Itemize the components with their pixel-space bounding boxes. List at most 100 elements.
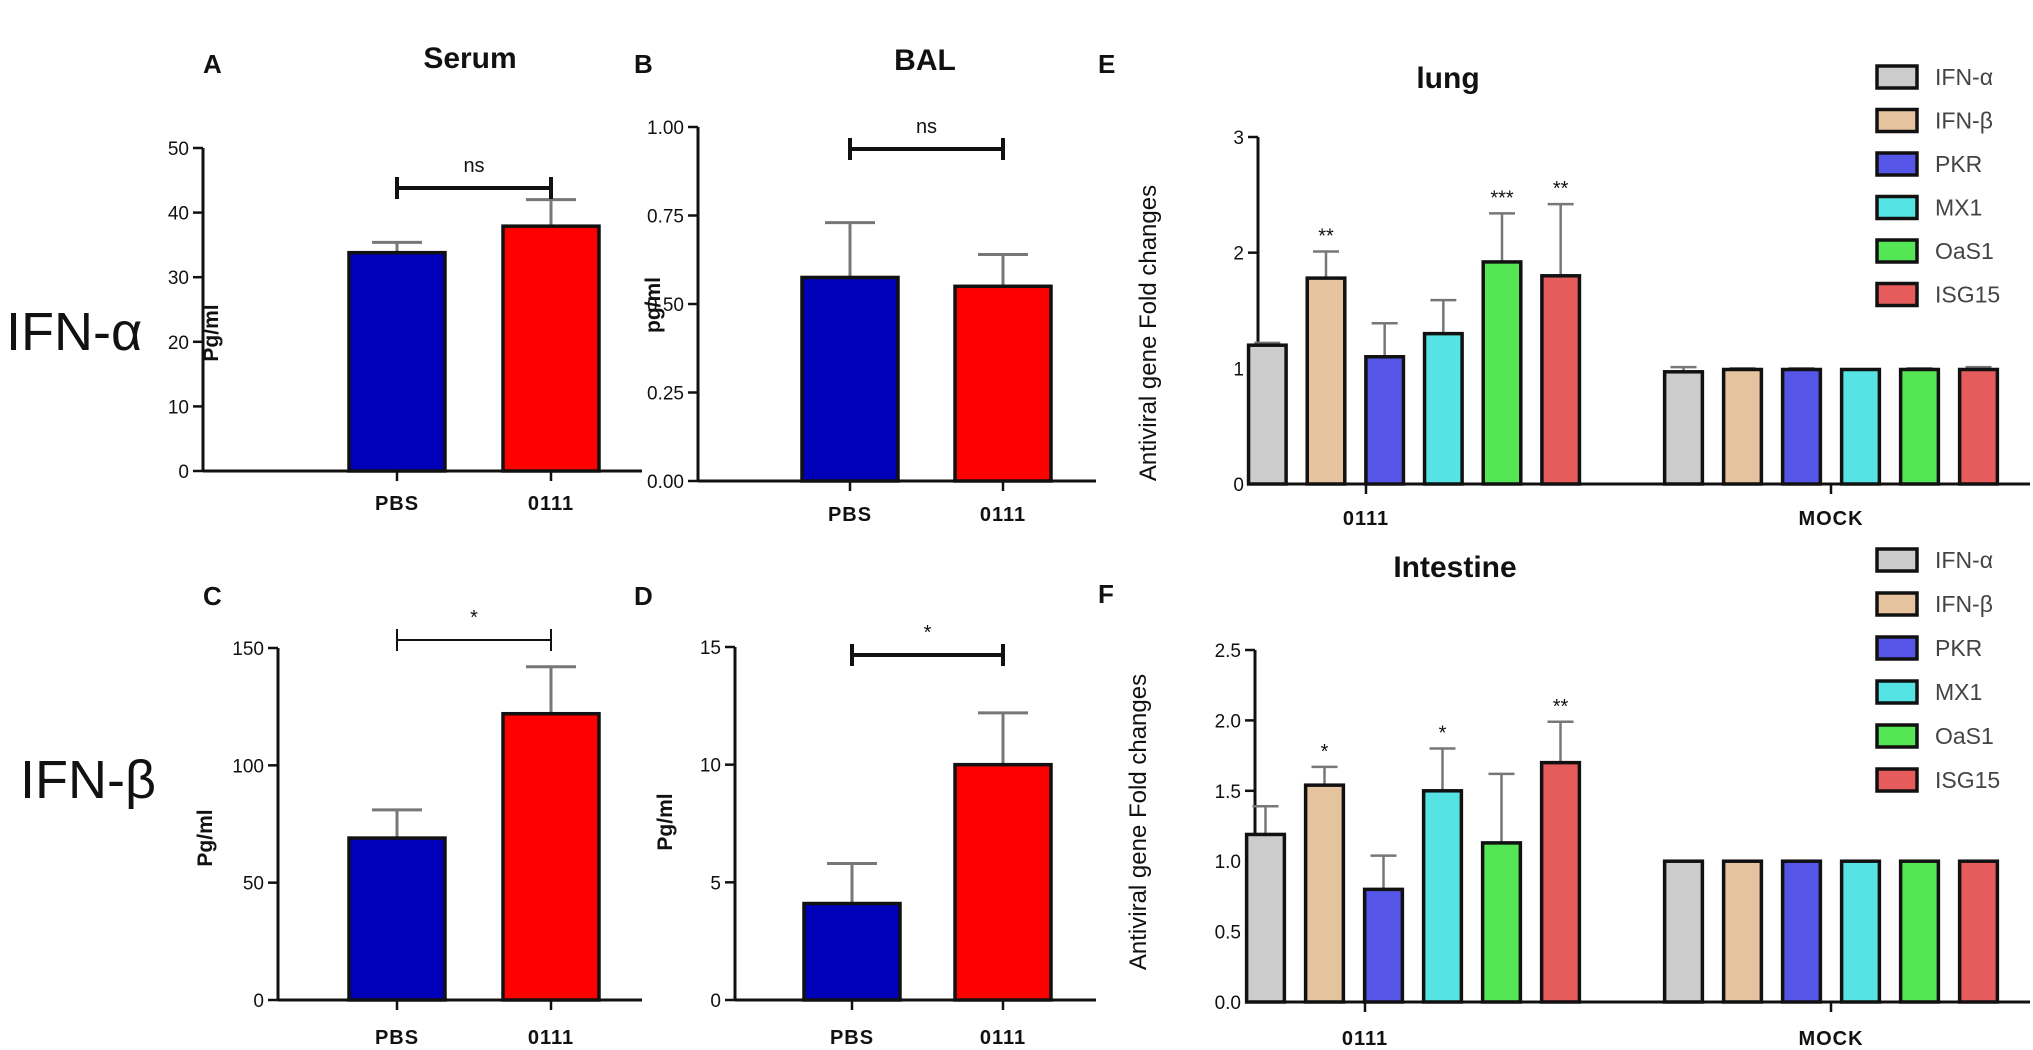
chart-e-y-tick-label: 0 [1233,475,1244,496]
chart-a-bar-pbs [347,250,447,473]
chart-c-panel-letter: C [203,581,222,611]
chart-c-x-tick-label: PBS [375,1027,419,1049]
chart-d-significance-label: * [924,622,932,644]
chart-a-y-tick-label: 20 [168,333,189,354]
chart-e-legend-label: OaS1 [1935,238,1994,264]
chart-d-panel-letter: D [634,581,653,611]
chart-e-legend-swatch [1875,281,1919,308]
chart-f-x-tick-label: MOCK [1798,1028,1863,1050]
chart-f-significance-label: * [1321,741,1329,763]
chart-e-bar-0111-3 [1422,331,1464,486]
chart-e-legend-swatch [1875,238,1919,264]
chart-e-legend-swatch [1875,151,1919,177]
chart-f-bar-mock-0 [1662,859,1705,1004]
chart-d-y-tick-label: 5 [710,873,721,894]
chart-e-legend-swatch [1875,107,1919,134]
chart-c: C Pg/ml 0 50 100 150 PBS 0111 * [194,581,642,1049]
chart-c-y-tick-label: 0 [253,991,264,1012]
chart-e-y-tick-label: 3 [1233,128,1244,149]
chart-d-x-tick-label: PBS [830,1027,874,1049]
chart-f-title: Intestine [1393,551,1516,584]
chart-e-bar-0111-1 [1305,276,1347,486]
chart-a-y-tick-label: 0 [178,462,189,483]
chart-e-bar-0111-5 [1540,274,1582,486]
chart-e-title: lung [1416,62,1479,95]
chart-e-bar-0111-4 [1481,260,1523,486]
chart-c-bar-0111 [501,711,601,1002]
chart-b-title: BAL [894,44,956,77]
chart-a: A Serum Pg/ml 0 10 20 30 40 50 PBS 0111 ns [168,42,642,515]
chart-a-panel-letter: A [203,49,222,79]
chart-e-significance-label: ** [1318,226,1334,248]
chart-a-y-axis-label: Pg/ml [200,304,223,361]
chart-f: F Intestine Antiviral gene Fold changes 0.0… [1098,547,2030,1050]
chart-e-bar-mock-5 [1957,367,2000,486]
chart-d: D Pg/ml 0 5 10 15 PBS 0111 * [634,581,1096,1049]
chart-c-y-tick-label: 100 [232,756,264,777]
chart-e-bar-mock-2 [1780,367,1823,486]
chart-f-bar-0111-1 [1303,783,1346,1004]
chart-e-bar-mock-1 [1721,367,1764,486]
chart-e-legend-label: IFN-β [1935,108,1993,134]
chart-d-y-tick-label: 0 [710,991,721,1012]
chart-e-y-tick-label: 1 [1233,359,1244,380]
chart-f-legend-label: MX1 [1935,679,1982,705]
chart-d-y-tick-label: 15 [700,638,721,659]
chart-f-panel-letter: F [1098,579,1114,609]
chart-c-bar-pbs [347,836,447,1002]
chart-f-legend-swatch [1875,591,1919,617]
chart-a-bar-0111 [501,224,601,473]
chart-e-legend-label: MX1 [1935,195,1982,221]
chart-b-significance-label: ns [916,116,937,138]
chart-e-significance-label: *** [1490,187,1514,209]
chart-e-bar-0111-2 [1364,355,1406,486]
chart-b-y-axis-label: pg/ml [642,277,665,333]
chart-c-x-tick-label: 0111 [528,1027,574,1049]
chart-c-significance-label: * [470,607,478,629]
chart-b-y-tick-label: 0.00 [647,472,684,493]
chart-f-significance-label: ** [1553,696,1569,718]
chart-e-y-axis-label: Antiviral gene Fold changes [1135,185,1162,481]
chart-b-panel-letter: B [634,49,653,79]
chart-e-legend-label: IFN-α [1935,64,1993,90]
row-label-ifn-alpha: IFN-α [6,302,142,362]
chart-d-bar-0111 [953,762,1053,1002]
chart-f-y-tick-label: 0.0 [1215,993,1241,1014]
chart-f-y-tick-label: 1.5 [1215,782,1241,803]
chart-f-bar-0111-2 [1362,887,1405,1004]
chart-a-x-tick-label: 0111 [528,493,574,515]
chart-b-y-tick-label: 1.00 [647,118,684,139]
chart-f-y-tick-label: 1.0 [1215,852,1241,873]
chart-f-legend-label: ISG15 [1935,767,2000,793]
chart-f-x-tick-label: 0111 [1342,1028,1388,1050]
chart-c-y-tick-label: 150 [232,639,264,660]
chart-e-y-tick-label: 2 [1233,244,1244,265]
chart-f-bar-0111-5 [1539,760,1582,1004]
chart-f-bar-mock-3 [1839,859,1882,1004]
chart-b: B BAL pg/ml 0.00 0.25 0.50 0.75 1.00 PBS 0111 ns [634,44,1096,526]
chart-b-y-tick-label: 0.25 [647,384,684,405]
chart-b-x-tick-label: 0111 [980,504,1026,526]
chart-d-y-axis-label: Pg/ml [654,793,677,850]
chart-f-legend-label: PKR [1935,635,1982,661]
chart-f-legend-label: OaS1 [1935,723,1994,749]
chart-e-legend-label: PKR [1935,151,1982,177]
chart-f-bar-mock-5 [1957,859,2000,1004]
chart-e-legend-swatch [1875,194,1919,221]
chart-f-bar-0111-3 [1421,789,1464,1004]
chart-e-legend-swatch [1875,64,1919,90]
chart-e-significance-label: ** [1553,178,1569,200]
chart-f-y-tick-label: 0.5 [1215,923,1241,944]
chart-b-x-tick-label: PBS [828,504,872,526]
chart-d-bar-pbs [802,901,902,1002]
chart-f-legend-label: IFN-β [1935,591,1993,617]
chart-f-y-axis-label: Antiviral gene Fold changes [1125,674,1152,970]
chart-f-legend-label: IFN-α [1935,547,1993,573]
chart-e-panel-letter: E [1098,49,1115,79]
chart-e-bar-mock-3 [1839,367,1882,486]
chart-f-legend-swatch [1875,723,1919,749]
chart-b-bar-0111 [953,284,1053,483]
chart-f-bar-0111-0 [1244,832,1287,1004]
chart-f-legend-swatch [1875,635,1919,661]
